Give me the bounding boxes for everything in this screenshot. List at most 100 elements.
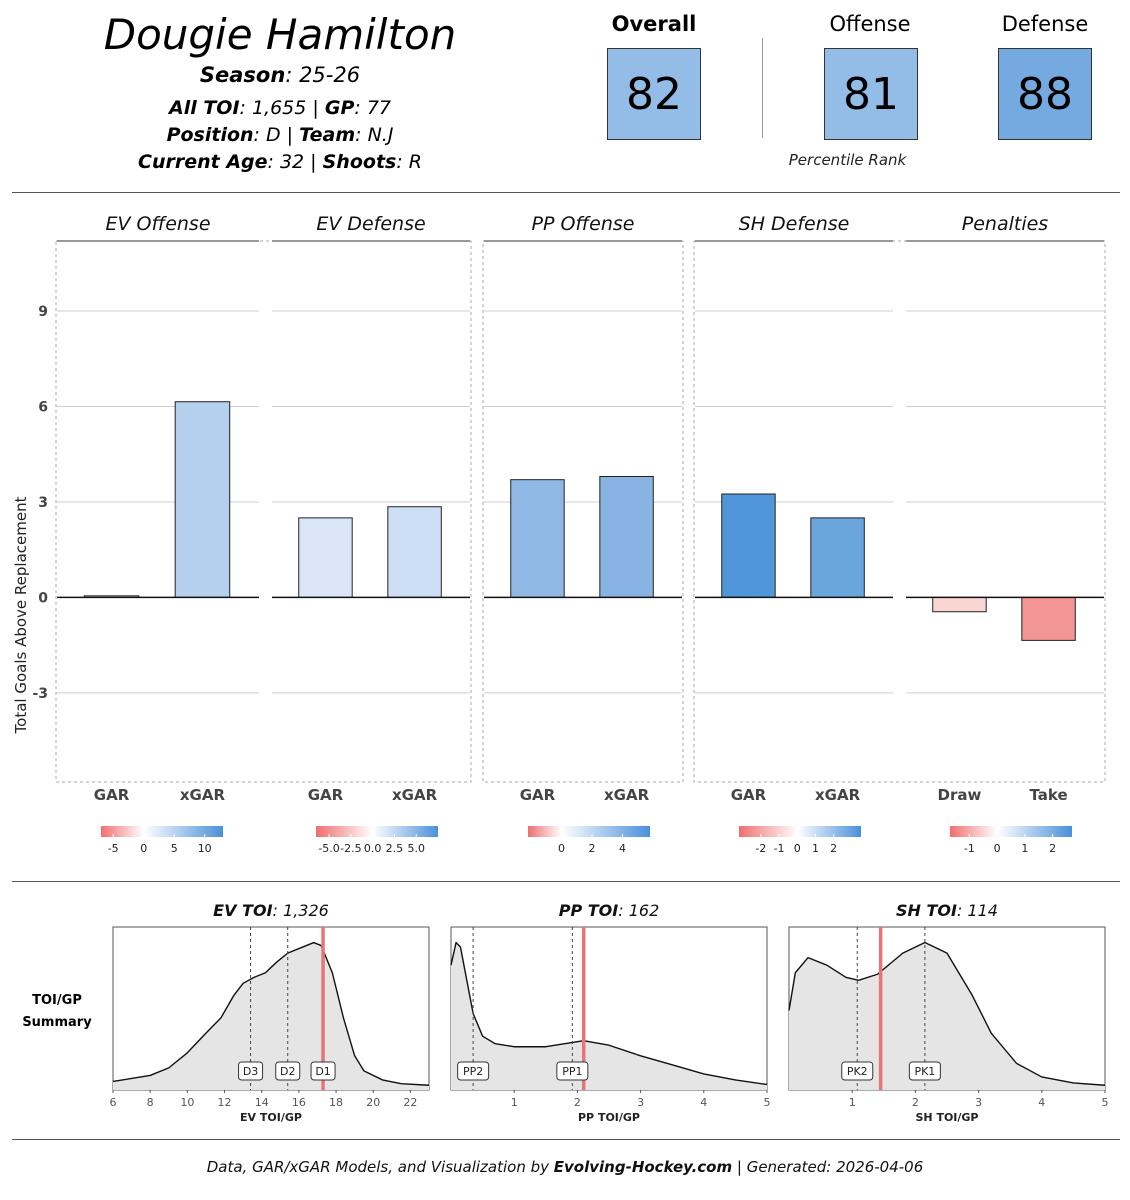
colorbar-tick-label: 1 (812, 842, 819, 855)
toi-summary-line2: Summary (22, 1015, 92, 1030)
category-label: xGAR (180, 786, 226, 804)
colorbar-tick-label: -2 (755, 842, 766, 855)
facet-title: EV Offense (105, 213, 210, 235)
footer-suffix: | Generated: 2026-04-06 (732, 1158, 924, 1176)
x-tick-label: 5 (1102, 1096, 1109, 1109)
x-tick-label: 22 (403, 1096, 417, 1109)
colorbar-tick-label: -5 (108, 842, 119, 855)
colorbar-tick-label: -1 (774, 842, 785, 855)
gar-bar-draw (932, 596, 987, 613)
season-label: Season (199, 63, 286, 87)
colorbar-tick-label: 10 (198, 842, 212, 855)
gar-bar-gar (721, 493, 776, 598)
x-tick-label: 14 (255, 1096, 269, 1109)
toi-title-bold: SH TOI (896, 901, 957, 920)
footer-credit: Data, GAR/xGAR Models, and Visualization… (0, 1158, 1130, 1176)
toi-summary-label: TOI/GP Summary (12, 990, 102, 1034)
colorbar-tick-label: 5.0 (407, 842, 425, 855)
overall-score-box: 82 (607, 48, 701, 140)
x-axis-title: EV TOI/GP (240, 1111, 302, 1124)
x-axis-title: SH TOI/GP (915, 1111, 978, 1124)
y-tick-label: 0 (38, 590, 48, 606)
toi-title-bold: EV TOI (213, 901, 272, 920)
overall-label: Overall (611, 12, 697, 36)
colorbar-tick-label: -2.5 (340, 842, 361, 855)
gp-label: GP (324, 97, 355, 119)
x-tick-label: 1 (849, 1096, 856, 1109)
density-area (113, 942, 429, 1090)
marker-label: PK1 (914, 1065, 935, 1078)
x-tick-label: 4 (700, 1096, 707, 1109)
category-label: GAR (520, 786, 556, 804)
colorbar-tick-label: -1 (964, 842, 975, 855)
x-tick-label: 18 (329, 1096, 343, 1109)
toi-title-value: : 114 (957, 901, 998, 920)
shoots-label: Shoots (322, 151, 397, 173)
gar-bar-xgar (387, 506, 442, 598)
colorbar-tick-label: 1 (1021, 842, 1028, 855)
season-line: Season: 25-26 (0, 63, 560, 87)
age-label: Current Age (138, 151, 268, 173)
team-value: : N.J (355, 124, 394, 146)
gar-bar-chart: Total Goals Above Replacement -3 0 3 6 9 EV O… (12, 213, 1106, 855)
toi-label: All TOI (168, 97, 240, 119)
header-divider (12, 192, 1120, 193)
colorbar-tick-label: 2 (589, 842, 596, 855)
x-tick-label: 10 (180, 1096, 194, 1109)
x-axis-title: PP TOI/GP (578, 1111, 640, 1124)
gar-bar-gar (510, 479, 565, 598)
density-line (788, 941, 1106, 1086)
x-tick-label: 3 (637, 1096, 644, 1109)
density-line (450, 941, 768, 1086)
defense-score-box: 88 (998, 48, 1092, 140)
footer-prefix: Data, GAR/xGAR Models, and Visualization… (206, 1158, 554, 1176)
gar-bar-take (1021, 596, 1076, 641)
facet-title: PP Offense (532, 213, 635, 235)
category-label: xGAR (392, 786, 438, 804)
x-tick-label: 3 (975, 1096, 982, 1109)
marker-label-box (556, 1061, 589, 1081)
player-header: Dougie Hamilton Season: 25-26 All TOI: 1… (0, 0, 560, 185)
offense-score-box: 81 (824, 48, 918, 140)
colorbar-tick-label: 0 (994, 842, 1001, 855)
overall-score: 82 (626, 68, 682, 120)
y-tick-label: 6 (38, 399, 48, 415)
marker-label-box (841, 1061, 874, 1081)
x-tick-label: 6 (110, 1096, 117, 1109)
age-shoots-line: Current Age: 32 | Shoots: R (0, 151, 560, 173)
marker-label: PK2 (847, 1065, 868, 1078)
colorbar (101, 826, 223, 837)
offense-label: Offense (829, 12, 911, 36)
toi-divider (12, 881, 1120, 882)
colorbar-tick-label: 5 (171, 842, 178, 855)
team-label: Team (299, 124, 356, 146)
toi-chart-title: EV TOI: 1,326 (213, 901, 329, 920)
player-name: Dougie Hamilton (103, 10, 457, 59)
density-area (789, 942, 1105, 1090)
defense-label: Defense (1001, 12, 1089, 36)
x-tick-label: 4 (1038, 1096, 1045, 1109)
x-tick-label: 5 (764, 1096, 771, 1109)
category-label: Take (1029, 786, 1067, 804)
category-label: GAR (94, 786, 130, 804)
colorbar-tick-label: 0 (794, 842, 801, 855)
category-label: xGAR (604, 786, 650, 804)
facet-group-box (693, 240, 1106, 783)
x-tick-label: 20 (366, 1096, 380, 1109)
x-tick-label: 12 (218, 1096, 232, 1109)
colorbar-tick-label: 0 (140, 842, 147, 855)
marker-label-box (457, 1061, 490, 1081)
x-tick-label: 2 (574, 1096, 581, 1109)
y-axis-title: Total Goals Above Replacement (12, 496, 30, 734)
marker-label-box (238, 1061, 264, 1081)
x-tick-label: 8 (147, 1096, 154, 1109)
marker-label-box (310, 1061, 336, 1081)
defense-score: 88 (1017, 68, 1073, 120)
colorbar (739, 826, 861, 837)
toi-value: : 1,655 | (239, 97, 325, 119)
y-tick-label: -3 (32, 686, 48, 702)
marker-label: D3 (243, 1065, 258, 1078)
marker-label: PP1 (562, 1065, 582, 1078)
season-value: : 25-26 (285, 63, 361, 87)
